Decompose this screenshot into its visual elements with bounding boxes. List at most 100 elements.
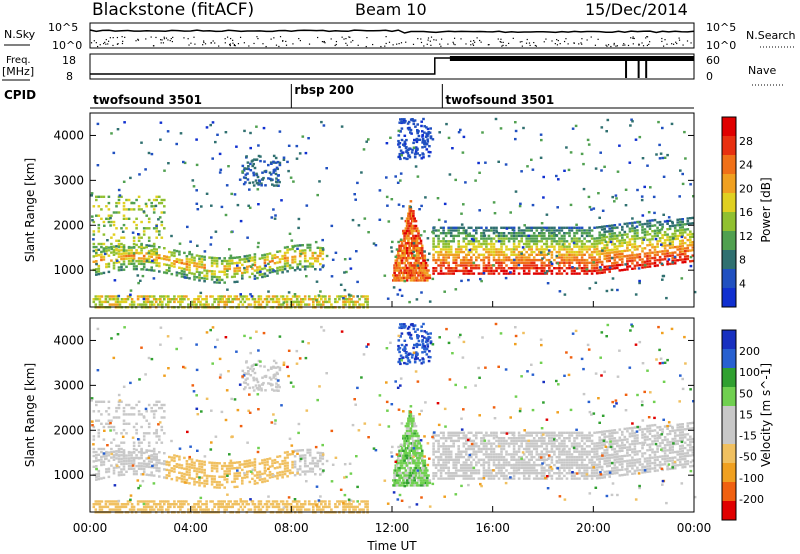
velocity-cell — [500, 455, 503, 459]
power-cell — [525, 234, 528, 238]
power-cell — [132, 236, 136, 239]
velocity-cell — [651, 435, 654, 438]
power-cell — [432, 229, 435, 232]
power-cell — [595, 247, 599, 251]
power-cell — [604, 240, 608, 243]
power-cell — [210, 272, 214, 276]
velocity-cell — [603, 473, 606, 476]
power-cell — [137, 239, 141, 242]
power-cell — [233, 272, 236, 276]
power-cell — [598, 242, 601, 245]
power-cell — [316, 303, 319, 306]
power-cell — [154, 298, 158, 301]
power-cell — [638, 223, 642, 226]
power-cell — [609, 235, 612, 238]
power-cell — [283, 298, 287, 301]
power-cell — [400, 252, 404, 255]
velocity-cell — [648, 470, 652, 473]
power-cell — [110, 247, 113, 251]
velocity-cell — [651, 451, 654, 454]
noise-search-dot — [666, 43, 668, 45]
power-cell — [539, 251, 543, 254]
power-cell — [255, 172, 258, 175]
power-cell — [626, 235, 629, 239]
power-cell — [611, 232, 614, 235]
noise-search-dot — [278, 45, 280, 48]
power-cell — [241, 164, 245, 168]
power-cell — [127, 245, 131, 249]
velocity-cell — [492, 461, 496, 464]
power-cell — [244, 176, 247, 180]
velocity-cell — [482, 474, 486, 478]
power-cell — [497, 267, 501, 270]
noise-search-dot — [405, 41, 407, 43]
power-cell — [348, 303, 351, 306]
velocity-cell — [588, 431, 591, 434]
power-cell — [626, 262, 629, 266]
power-cell — [398, 155, 401, 159]
velocity-cell — [648, 456, 652, 460]
velocity-cell — [535, 453, 539, 456]
velocity-cell — [510, 453, 513, 456]
power-cell — [152, 247, 156, 251]
velocity-cell — [663, 452, 667, 455]
power-cell — [122, 300, 126, 304]
power-cell — [520, 256, 523, 259]
velocity-cell — [666, 449, 669, 452]
power-cell — [261, 275, 264, 279]
power-cell — [693, 290, 697, 294]
noise-search-dot — [161, 39, 163, 41]
noise-search-dot — [343, 38, 345, 40]
power-cell — [150, 261, 153, 264]
power-cell — [165, 271, 169, 275]
power-cell — [626, 254, 629, 258]
power-cell — [611, 195, 614, 199]
power-cell — [416, 129, 419, 132]
velocity-cell — [507, 442, 511, 445]
velocity-cell — [633, 434, 637, 437]
power-cell — [385, 195, 389, 199]
velocity-cell — [462, 450, 466, 453]
power-cell — [555, 174, 558, 178]
power-cell — [502, 272, 506, 275]
power-cell — [213, 259, 216, 262]
velocity-cell — [605, 465, 609, 468]
velocity-cell — [447, 466, 450, 469]
velocity-cell — [611, 442, 614, 446]
power-cell — [407, 219, 410, 223]
power-y-tick-label: 1000 — [53, 263, 84, 277]
power-cell — [122, 180, 126, 183]
power-cell — [105, 205, 108, 208]
power-cell — [487, 272, 491, 275]
velocity-cell — [585, 469, 589, 472]
power-cell — [515, 234, 518, 238]
noise-search-dot — [454, 44, 456, 46]
power-cell — [205, 126, 209, 129]
power-cell — [530, 229, 533, 232]
power-cell — [122, 208, 126, 211]
velocity-cell — [593, 453, 596, 456]
power-cell — [409, 131, 412, 134]
power-cell — [247, 165, 250, 168]
power-cell — [452, 229, 455, 232]
power-cell — [449, 250, 453, 254]
power-cell — [454, 256, 458, 259]
power-cell — [689, 235, 692, 239]
power-cell — [466, 233, 470, 237]
power-cell — [636, 231, 639, 235]
power-cell — [235, 295, 239, 298]
velocity-cell — [636, 436, 639, 440]
velocity-cell — [490, 469, 493, 472]
power-cell — [122, 255, 126, 258]
power-cell — [167, 295, 170, 298]
power-cell — [420, 204, 423, 208]
power-cell — [217, 298, 220, 301]
velocity-cell — [470, 472, 473, 475]
power-cell — [550, 256, 554, 259]
station-title: Blackstone (fitACF) — [92, 0, 254, 20]
power-cell — [273, 256, 277, 259]
power-cell — [253, 158, 256, 161]
velocity-cell — [442, 461, 445, 464]
noise-search-dot — [171, 40, 173, 43]
power-cell — [531, 168, 535, 171]
